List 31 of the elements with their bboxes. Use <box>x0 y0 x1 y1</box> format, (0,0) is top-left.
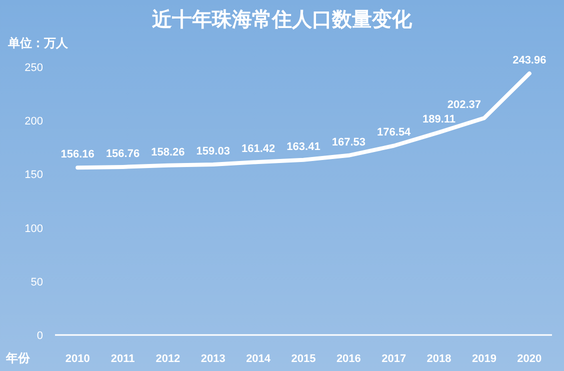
y-tick-label: 150 <box>24 169 43 182</box>
x-tick-label: 2019 <box>472 353 496 365</box>
x-tick-label: 2014 <box>246 353 272 365</box>
y-tick-label: 100 <box>24 222 43 235</box>
chart-title: 近十年珠海常住人口数量变化 <box>151 8 413 31</box>
data-label: 189.11 <box>422 113 456 126</box>
x-axis-title: 年份 <box>5 351 31 365</box>
y-tick-label: 250 <box>24 62 43 74</box>
data-label: 176.54 <box>377 126 412 139</box>
y-tick-label: 50 <box>30 276 43 288</box>
data-label: 202.37 <box>447 99 482 112</box>
data-label: 161.42 <box>241 142 276 155</box>
x-tick-label: 2018 <box>426 353 452 365</box>
x-tick-label: 2017 <box>382 353 406 365</box>
x-tick-label: 2012 <box>156 353 180 365</box>
x-tick-label: 2010 <box>65 353 90 365</box>
y-tick-label: 0 <box>36 330 43 342</box>
data-label: 159.03 <box>196 146 230 158</box>
data-label: 243.96 <box>512 54 546 66</box>
x-tick-label: 2011 <box>110 353 135 365</box>
data-label: 156.16 <box>60 148 94 161</box>
data-label: 156.76 <box>106 148 140 160</box>
x-tick-label: 2013 <box>200 353 226 365</box>
data-label: 167.53 <box>332 136 366 148</box>
x-tick-label: 2020 <box>517 353 542 365</box>
x-tick-label: 2015 <box>291 353 316 365</box>
x-tick-label: 2016 <box>336 353 361 365</box>
data-label: 163.41 <box>286 140 320 153</box>
y-tick-label: 200 <box>24 116 43 128</box>
data-label: 158.26 <box>151 146 185 158</box>
y-axis-title: 单位：万人 <box>7 36 69 50</box>
